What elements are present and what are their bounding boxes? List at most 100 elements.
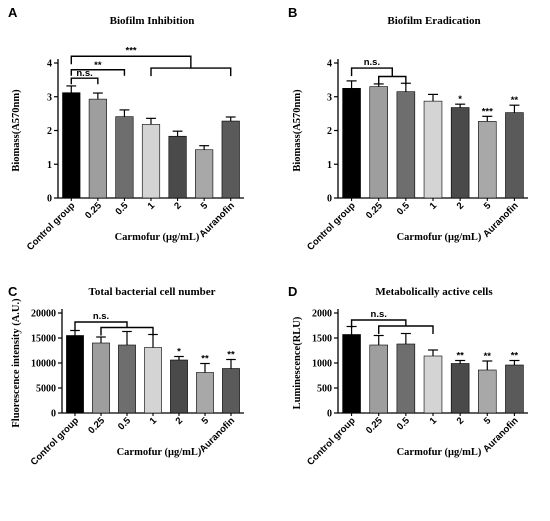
- y-tick-label: 0: [47, 194, 52, 205]
- significance-bracket: [350, 319, 407, 328]
- x-tick-label: 1: [428, 415, 440, 427]
- y-tick-label: 4: [47, 59, 52, 70]
- bar: [396, 91, 416, 199]
- bracket-label: n.s.: [371, 309, 387, 320]
- x-axis-label: Carmofur (μg/mL): [115, 232, 200, 243]
- y-tick-label: 2: [327, 126, 332, 137]
- y-tick-label: 0: [327, 194, 332, 205]
- panel-title: Metabolically active cells: [375, 286, 493, 298]
- x-tick-label: 2: [174, 415, 186, 427]
- x-tick-label: 2: [172, 200, 184, 212]
- y-tick-label: 0: [327, 409, 332, 420]
- y-tick-label: 4: [327, 59, 332, 70]
- bar: [478, 121, 497, 199]
- y-axis-label: Biomass(A570nm): [292, 89, 303, 172]
- bar: [144, 347, 162, 414]
- y-tick-label: 1000: [312, 359, 332, 370]
- y-tick-label: 2000: [312, 309, 332, 320]
- x-tick-label: 2: [455, 200, 467, 212]
- bar: [115, 116, 134, 199]
- x-tick-label: 0.25: [364, 415, 385, 436]
- x-tick-label: Control group: [305, 200, 358, 253]
- x-axis-label: Carmofur (μg/mL): [397, 232, 482, 243]
- significance-star: **: [201, 354, 209, 365]
- bar: [450, 107, 470, 199]
- panel-letter: D: [288, 284, 297, 299]
- y-tick-label: 3: [47, 92, 52, 103]
- panel-a: A Biofilm Inhibition 0 1 2 3 4 Biomass(A570nm) C…: [8, 5, 244, 253]
- x-tick-label: 5: [199, 200, 211, 212]
- panel-letter: B: [288, 5, 297, 20]
- bar: [92, 342, 110, 414]
- significance-bracket: [70, 69, 126, 76]
- y-tick-label: 2: [47, 126, 52, 137]
- bar: [423, 100, 443, 199]
- x-tick-label: 0.5: [395, 415, 413, 433]
- panel-title: Total bacterial cell number: [89, 286, 216, 298]
- bar: [505, 112, 524, 199]
- significance-bracket: [350, 67, 393, 77]
- x-tick-label: 1: [146, 200, 158, 212]
- panel-c: C Total bacterial cell number050001000015…: [8, 284, 244, 468]
- x-tick-label: 1: [428, 200, 440, 212]
- significance-star: *: [458, 94, 462, 105]
- bar: [196, 372, 214, 414]
- panel-b: B Biofilm Eradication 0 1 2 3 4 Biomass(A570nm)…: [288, 5, 528, 253]
- y-tick-label: 0: [51, 409, 56, 420]
- y-tick-label: 5000: [36, 384, 56, 395]
- bracket-label: **: [94, 60, 102, 71]
- significance-star: **: [484, 351, 492, 362]
- bracket-label: n.s.: [93, 311, 109, 322]
- x-tick-label: 5: [482, 415, 494, 427]
- bracket-label: n.s.: [364, 57, 380, 68]
- x-tick-label: 0.5: [116, 415, 134, 433]
- y-axis-label: Fluorescence intensity (A.U.): [11, 298, 22, 428]
- x-tick-label: 0.25: [83, 200, 104, 221]
- y-tick-label: 15000: [31, 334, 56, 345]
- x-tick-label: 5: [482, 200, 494, 212]
- bar: [195, 149, 214, 199]
- bar: [396, 343, 416, 414]
- bar: [88, 98, 107, 199]
- significance-star: **: [511, 95, 519, 106]
- y-tick-label: 1: [47, 160, 52, 171]
- bar: [342, 334, 361, 414]
- bracket-label: ***: [126, 45, 137, 56]
- significance-star: **: [227, 350, 235, 361]
- group-bracket: [378, 325, 434, 334]
- bar: [342, 88, 361, 199]
- bar: [505, 364, 524, 414]
- significance-star: **: [456, 351, 464, 362]
- bar: [168, 135, 187, 199]
- significance-bracket: [70, 55, 192, 69]
- x-tick-label: Control group: [25, 200, 78, 253]
- x-tick-label: Control group: [29, 415, 82, 468]
- x-tick-label: 0.5: [395, 200, 413, 218]
- group-bracket: [150, 67, 232, 77]
- x-tick-label: 2: [455, 415, 467, 427]
- bar: [66, 335, 84, 414]
- bar: [141, 124, 161, 199]
- x-tick-label: 0.25: [86, 415, 107, 436]
- x-axis-label: Carmofur (μg/mL): [117, 447, 202, 458]
- y-tick-label: 20000: [31, 309, 56, 320]
- bar: [222, 368, 240, 414]
- bar: [450, 363, 470, 414]
- x-tick-label: 0.5: [113, 200, 131, 218]
- bar: [423, 355, 443, 414]
- y-tick-label: 500: [317, 384, 332, 395]
- bar: [369, 86, 388, 199]
- panel-title: Biofilm Eradication: [387, 15, 480, 27]
- y-tick-label: 10000: [31, 359, 56, 370]
- x-tick-label: 1: [148, 415, 160, 427]
- y-tick-label: 1: [327, 160, 332, 171]
- y-axis-label: Luminescence(RLU): [292, 316, 303, 409]
- bar: [170, 359, 188, 414]
- x-tick-label: 0.25: [364, 200, 385, 221]
- significance-star: **: [511, 351, 519, 362]
- bar: [62, 92, 81, 199]
- x-tick-label: Control group: [305, 415, 358, 468]
- y-axis-label: Biomass(A570nm): [11, 89, 22, 172]
- significance-star: *: [177, 347, 181, 358]
